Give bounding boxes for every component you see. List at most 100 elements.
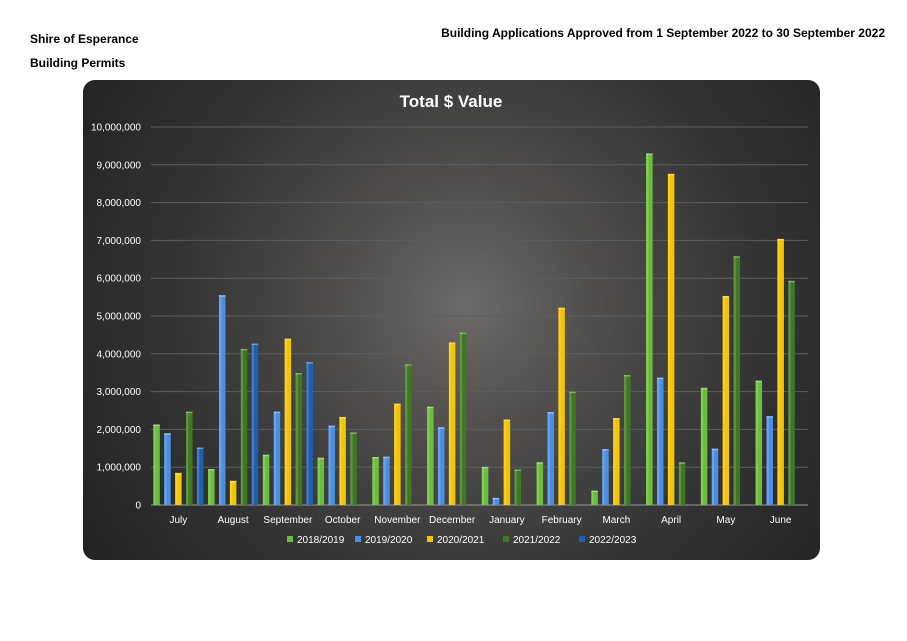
bar (755, 380, 763, 505)
bar (656, 377, 664, 505)
bar-cap (164, 433, 171, 435)
bar-cap (514, 469, 522, 471)
bar-highlight (339, 416, 342, 505)
bar (284, 338, 292, 505)
bar-cap (503, 419, 511, 422)
bar (394, 403, 401, 505)
bar (722, 295, 730, 505)
bar (196, 447, 204, 505)
bar-cap (317, 457, 325, 460)
bar (328, 425, 335, 505)
bar-highlight (646, 153, 649, 505)
bar-highlight (208, 469, 211, 505)
bar (295, 373, 303, 505)
bar-cap (624, 374, 631, 377)
bar-highlight (405, 364, 408, 505)
y-tick-label: 5,000,000 (97, 312, 142, 323)
bar (350, 432, 357, 505)
bar-highlight (196, 447, 200, 505)
bar (492, 497, 500, 505)
bar (602, 449, 609, 505)
bar-highlight (427, 406, 430, 505)
bar-highlight (240, 348, 244, 505)
bar (613, 418, 620, 505)
legend-label: 2020/2021 (437, 535, 485, 546)
y-tick-label: 2,000,000 (97, 425, 142, 436)
bar-cap (306, 362, 313, 364)
bar-highlight (591, 490, 594, 505)
bar (766, 416, 773, 505)
bar-cap (295, 373, 303, 375)
bar-highlight (383, 456, 386, 505)
gridlines (151, 126, 808, 506)
y-tick-label: 3,000,000 (97, 387, 142, 398)
x-tick-label: March (602, 515, 630, 526)
bar-cap (459, 332, 467, 335)
bar-highlight (700, 387, 704, 505)
bar-cap (678, 462, 686, 464)
y-tick-label: 6,000,000 (97, 274, 142, 285)
bar-cap (240, 348, 248, 351)
legend-label: 2022/2023 (589, 535, 637, 546)
bar-highlight (492, 497, 495, 505)
x-tick-label: October (325, 515, 361, 526)
bar-highlight (273, 411, 276, 505)
bar-highlight (251, 343, 254, 505)
chart-panel: Total $ Value 0 1,000,000 2,000,000 3,000,0… (83, 80, 820, 560)
bar-cap (208, 469, 215, 471)
bars (153, 153, 795, 505)
bar (646, 153, 653, 505)
bar-highlight (788, 280, 791, 505)
bar (536, 462, 544, 505)
bar-highlight (164, 433, 167, 505)
bar-cap (372, 456, 379, 459)
bar-cap (383, 456, 390, 459)
bar-highlight (153, 424, 156, 505)
bar-cap (284, 338, 292, 341)
bar (514, 469, 522, 505)
bar-cap (656, 377, 664, 380)
x-tick-label: July (169, 515, 187, 526)
bar (437, 427, 445, 505)
bar-cap (700, 387, 708, 390)
bar-highlight (536, 462, 539, 505)
bar-highlight (229, 480, 233, 505)
bar-cap (722, 295, 730, 298)
bar (667, 173, 675, 505)
bar-highlight (667, 173, 671, 505)
bar (558, 307, 565, 505)
bar (372, 456, 379, 505)
bar-highlight (613, 418, 616, 505)
bar-highlight (186, 411, 189, 505)
bar (427, 406, 434, 505)
bar-cap (175, 472, 182, 475)
bar-highlight (777, 238, 780, 505)
bar (229, 480, 237, 505)
bar (273, 411, 281, 505)
bar-cap (788, 280, 795, 283)
bar-cap (350, 432, 357, 434)
legend-label: 2019/2020 (365, 535, 413, 546)
bar (186, 411, 193, 505)
bar-cap (711, 448, 719, 451)
x-tick-label: December (429, 515, 476, 526)
legend: 2018/2019 2019/2020 2020/2021 2021/2022 2022… (287, 535, 637, 546)
bar-highlight (218, 295, 222, 505)
bar-cap (273, 411, 281, 414)
bar-highlight (503, 419, 506, 505)
bar-highlight (459, 332, 463, 505)
bar-highlight (711, 448, 714, 505)
x-tick-label: September (263, 515, 313, 526)
legend-label: 2021/2022 (513, 535, 561, 546)
bar-cap (613, 418, 620, 420)
bar (153, 424, 160, 505)
bar (251, 343, 259, 505)
bar-cap (394, 403, 401, 406)
y-tick-label: 0 (135, 501, 141, 512)
x-tick-label: June (770, 515, 792, 526)
bar-highlight (733, 256, 736, 505)
bar (317, 457, 325, 505)
bar (175, 472, 182, 505)
legend-swatch (355, 536, 361, 542)
bar-cap (437, 427, 445, 429)
